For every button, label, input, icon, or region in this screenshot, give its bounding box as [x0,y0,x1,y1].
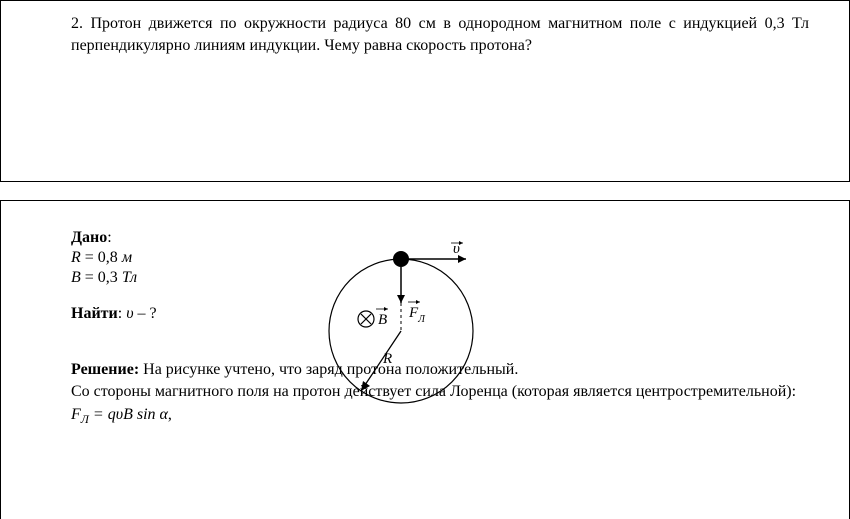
formula-rhs: = qυB sin α [93,406,168,423]
radius-arrowhead [361,381,370,391]
problem-statement: 2. Протон движется по окружности радиуса… [71,13,809,56]
induction-unit: Тл [122,269,137,286]
velocity-vec-head [459,241,463,245]
find-label: Найти [71,305,118,322]
radius-label: R [382,351,392,367]
find-colon: : [118,305,126,322]
diagram: υ B FЛ R [311,241,531,426]
b-label: B [378,312,387,328]
radius-var: R [71,249,81,266]
problem-panel: 2. Протон движется по окружности радиуса… [0,0,850,182]
formula-tail: , [168,406,172,423]
find-suffix: – ? [138,305,157,322]
induction-value: = 0,3 [85,269,118,286]
problem-text-body: Протон движется по окружности радиуса 80… [71,15,809,54]
given-colon: : [107,229,111,246]
solution-label: Решение: [71,361,139,378]
force-vec-head [416,300,420,304]
induction-var: B [71,269,81,286]
find-var: υ [126,305,133,322]
b-vec-head [384,307,388,311]
formula-lhs: F [71,406,81,423]
formula-sub: Л [81,412,89,426]
physics-diagram-svg: υ B FЛ R [311,241,531,421]
radius-value: = 0,8 [85,249,118,266]
radius-unit: м [122,249,132,266]
problem-number: 2. [71,15,83,32]
solution-panel: Дано: R = 0,8 м B = 0,3 Тл Найти: υ – ? … [0,200,850,519]
force-arrowhead [397,295,405,303]
radius-line [361,331,401,391]
force-label: FЛ [408,305,426,325]
given-label: Дано [71,229,107,246]
